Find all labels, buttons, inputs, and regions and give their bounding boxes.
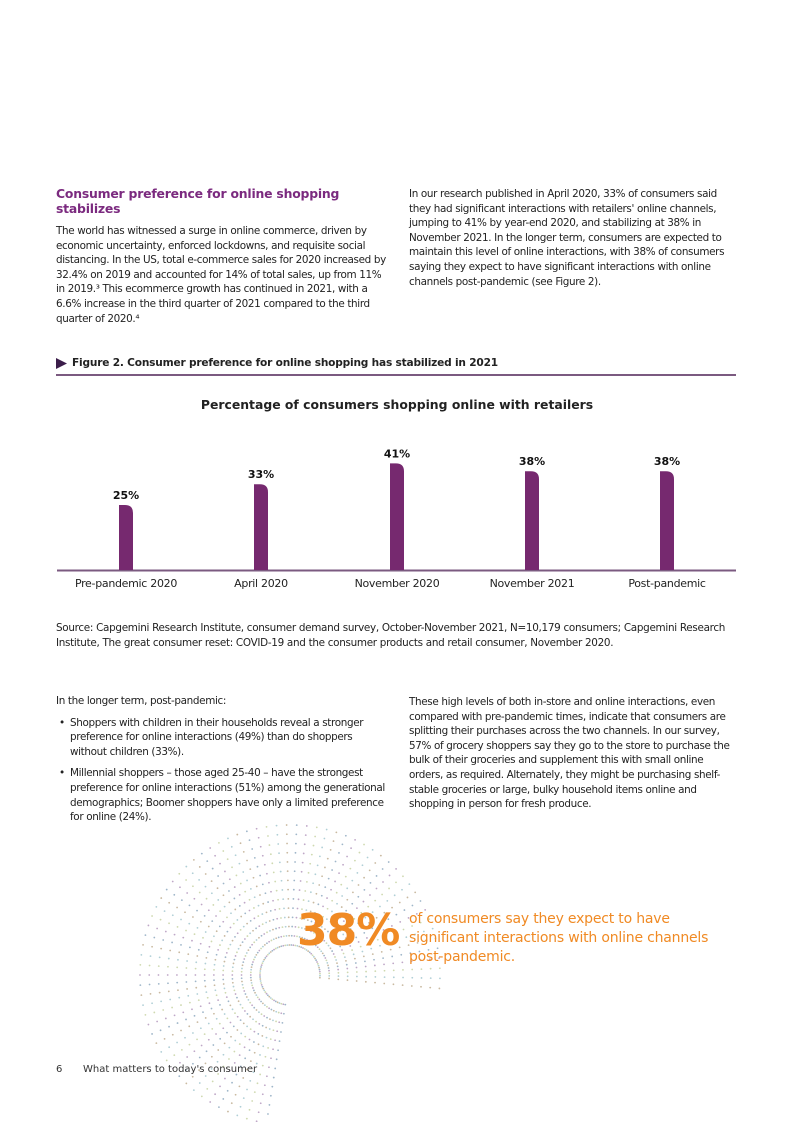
bar-data-label: 38% [519,455,545,468]
figure-header: Figure 2. Consumer preference for online… [56,357,736,376]
footer-title: What matters to today's consumer [83,1064,258,1075]
bar-data-label: 38% [654,455,680,468]
intro-paragraph: The world has witnessed a surge in onlin… [56,225,386,325]
figure-caption: Figure 2. Consumer preference for online… [72,357,498,369]
lower-right-paragraph: These high levels of both in-store and o… [409,696,730,811]
bullets-intro: In the longer term, post-pandemic: [56,695,227,707]
triangle-play-icon [56,357,67,369]
bar-data-label: 25% [113,489,139,502]
figure-source: Source: Capgemini Research Institute, co… [56,622,726,649]
callout-stat: 38% [297,905,400,956]
left-column: Consumer preference for online shopping … [56,186,386,326]
bullet-item: Millennial shoppers – those aged 25-40 –… [56,766,386,824]
chart-title: Percentage of consumers shopping online … [200,397,594,412]
category-tick-label: November 2020 [355,577,440,590]
bar-chart: 25% Pre-pandemic 2020 33% April 2020 41% Nove… [57,447,736,590]
section-heading: Consumer preference for online shopping … [56,186,340,216]
bullet-item: Shoppers with children in their househol… [56,716,386,760]
category-tick-label: April 2020 [234,577,288,590]
category-tick-label: November 2021 [490,577,575,590]
page-number: 6 [56,1064,63,1075]
bar [660,471,674,570]
bar [119,505,133,570]
bar [525,471,539,570]
bar [254,484,268,570]
figure-divider [56,374,736,376]
chart-title-wrap: Percentage of consumers shopping online … [57,397,737,412]
category-tick-label: Post-pandemic [628,577,706,590]
category-tick-label: Pre-pandemic 2020 [75,577,177,590]
bullet-list: Shoppers with children in their househol… [56,716,386,825]
bar-data-label: 33% [248,468,274,481]
bar-data-label: 41% [384,447,410,460]
lower-left-column: In the longer term, post-pandemic: Shopp… [56,694,386,825]
bar [390,463,404,570]
callout-text: of consumers say they expect to have sig… [409,911,709,965]
right-column-paragraph: In our research published in April 2020,… [409,188,725,288]
